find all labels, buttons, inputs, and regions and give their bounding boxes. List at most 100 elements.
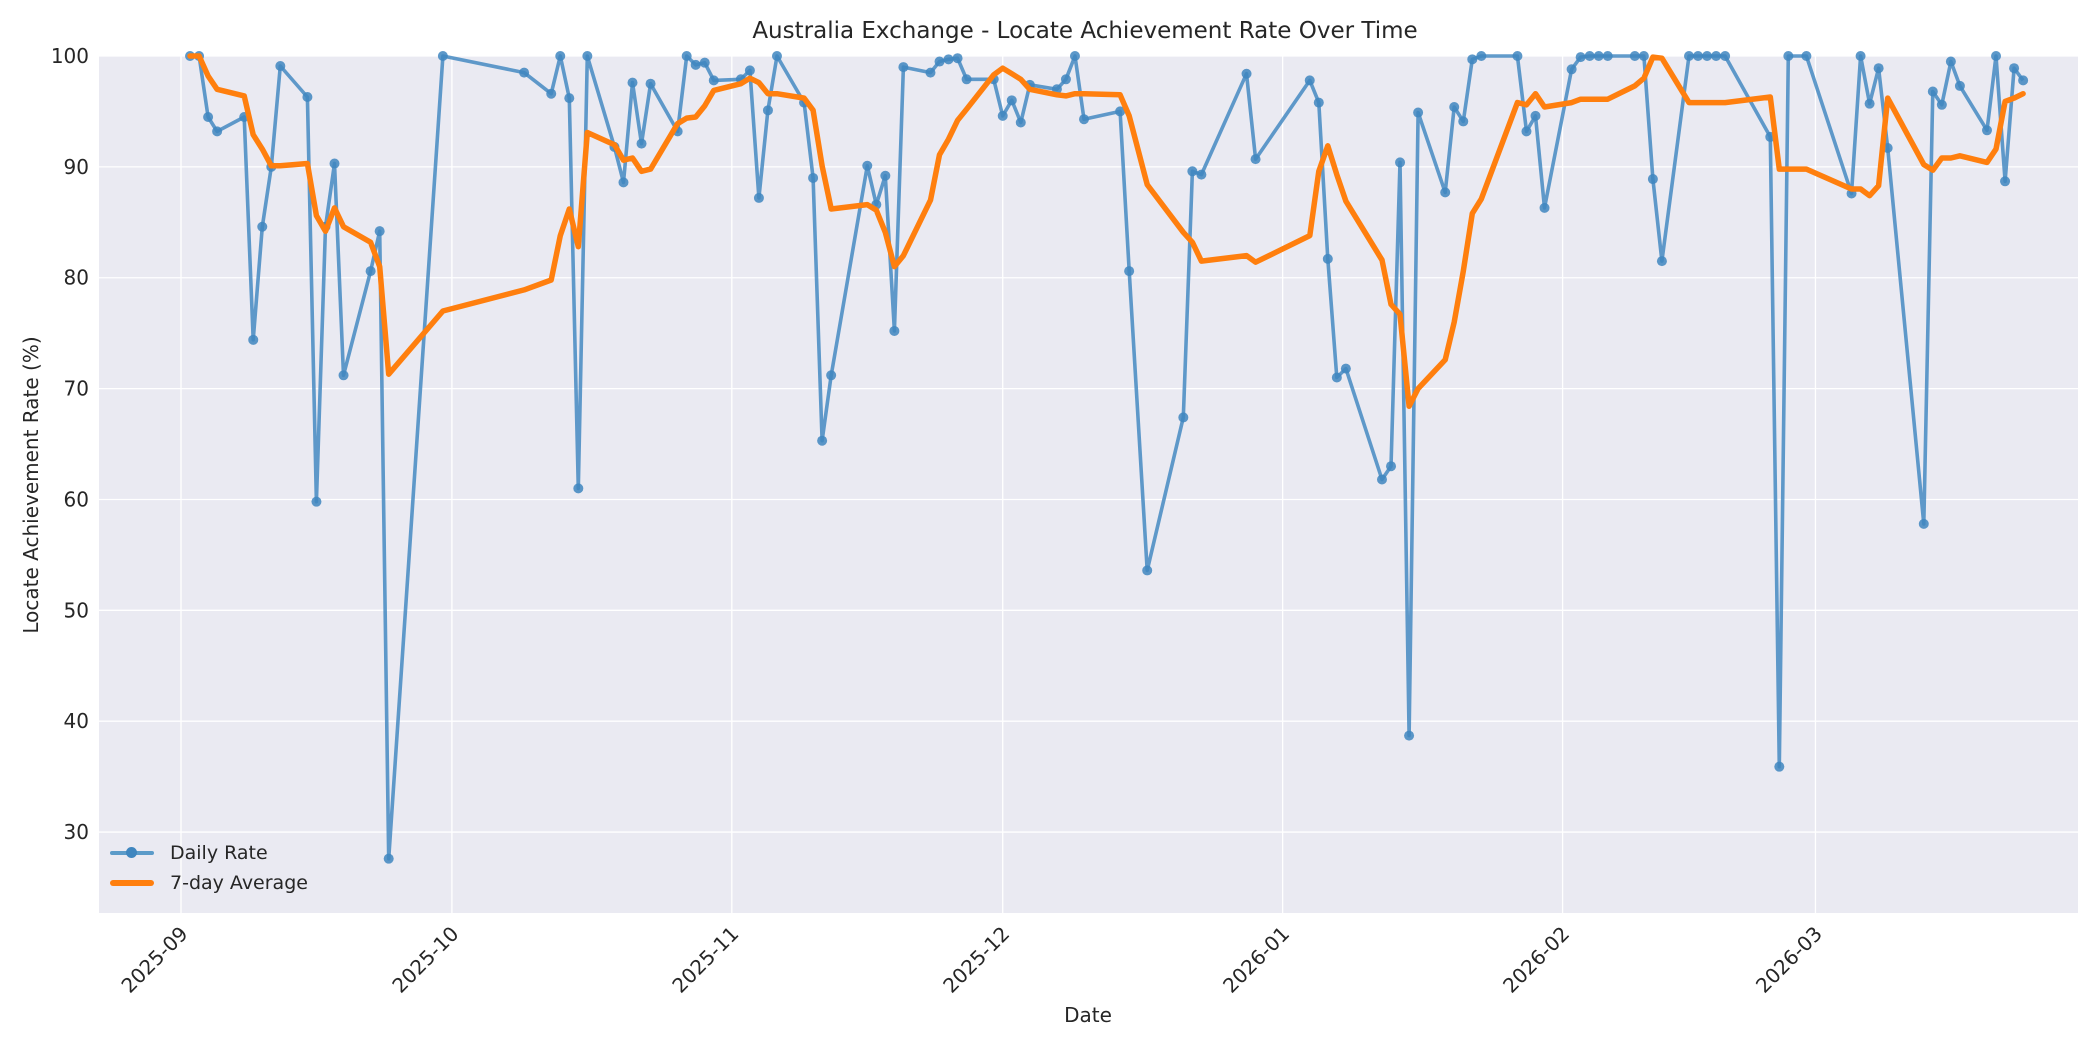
daily-rate-marker — [627, 77, 638, 88]
daily-rate-marker — [898, 62, 909, 73]
daily-rate-marker — [1340, 363, 1351, 374]
daily-rate-marker — [808, 172, 819, 183]
legend-item-daily-rate: Daily Rate — [108, 838, 308, 868]
daily-rate-marker — [437, 51, 448, 61]
x-axis-label: Date — [1064, 1003, 1112, 1027]
daily-rate-marker — [1395, 157, 1406, 168]
daily-rate-marker — [925, 67, 936, 78]
daily-rate-marker — [1584, 51, 1595, 61]
daily-rate-marker — [771, 51, 782, 61]
y-tick-label: 70 — [64, 377, 89, 401]
daily-rate-marker — [1115, 106, 1126, 117]
daily-rate-marker — [329, 158, 340, 169]
daily-rate-marker — [1476, 51, 1487, 61]
daily-rate-marker — [744, 65, 755, 76]
daily-rate-marker — [582, 51, 593, 61]
y-tick-label: 80 — [64, 266, 89, 290]
daily-rate-marker — [1015, 117, 1026, 128]
daily-rate-marker — [708, 75, 719, 86]
daily-rate-marker — [1566, 64, 1577, 75]
daily-rate-marker — [880, 170, 891, 181]
legend-label: Daily Rate — [170, 842, 268, 864]
daily-rate-marker — [374, 226, 385, 237]
daily-rate-marker — [1855, 51, 1866, 61]
x-tick-label: 2025-09 — [116, 922, 192, 998]
x-tick-label: 2025-11 — [667, 922, 743, 998]
daily-rate-marker — [1250, 154, 1261, 165]
daily-rate-marker — [826, 370, 837, 381]
daily-rate-marker — [1376, 474, 1387, 485]
x-tick-label: 2026-02 — [1498, 922, 1574, 998]
y-tick-label: 60 — [64, 487, 89, 511]
daily-rate-marker — [302, 92, 313, 103]
plot-background — [99, 56, 2078, 913]
y-tick-label: 90 — [64, 155, 89, 179]
legend: Daily Rate 7-day Average — [108, 838, 308, 898]
daily-rate-marker — [1440, 187, 1451, 198]
daily-rate-marker — [681, 51, 692, 61]
daily-rate-marker — [1593, 51, 1604, 61]
daily-rate-marker — [519, 67, 530, 78]
daily-rate-marker — [997, 110, 1008, 121]
y-axis-label: Locate Achievement Rate (%) — [19, 336, 43, 633]
y-axis-ticks: 30 40 50 60 70 80 90 100 — [51, 44, 89, 844]
chart-title: Australia Exchange - Locate Achievement … — [752, 18, 1418, 44]
y-tick-label: 100 — [51, 44, 89, 68]
daily-rate-marker — [862, 160, 873, 171]
daily-rate-marker — [1711, 51, 1722, 61]
daily-rate-marker — [1954, 80, 1965, 91]
daily-rate-marker — [338, 370, 349, 381]
daily-rate-marker — [1927, 86, 1938, 97]
daily-rate-marker — [1873, 63, 1884, 74]
daily-rate-marker — [1079, 114, 1089, 125]
daily-rate-marker — [690, 59, 701, 70]
daily-rate-marker — [1530, 110, 1541, 121]
daily-rate-marker — [1783, 51, 1794, 61]
legend-label: 7-day Average — [170, 872, 308, 894]
daily-rate-marker — [889, 325, 900, 336]
daily-rate-marker — [1602, 51, 1613, 61]
daily-rate-marker — [1322, 253, 1333, 264]
seven-day-average-line — [187, 53, 2026, 410]
daily-rate-marker — [212, 126, 223, 137]
daily-rate-marker — [1006, 95, 1017, 106]
daily-rate-marker — [1069, 51, 1080, 61]
x-tick-label: 2025-10 — [387, 922, 463, 998]
line-icon — [108, 873, 156, 893]
daily-rate-marker — [636, 138, 647, 149]
daily-rate-marker — [1241, 68, 1252, 79]
daily-rate-marker — [1945, 56, 1956, 67]
x-axis-ticks: 2025-09 2025-10 2025-11 2025-12 2026-01 2026-… — [116, 922, 1826, 998]
daily-rate-marker — [1774, 761, 1785, 772]
daily-rate-marker — [753, 192, 764, 203]
daily-rate-marker — [762, 105, 773, 116]
daily-rate-marker — [1656, 256, 1667, 267]
daily-rate-marker — [934, 56, 945, 67]
daily-rate-marker — [1458, 116, 1469, 127]
daily-rate-marker — [248, 334, 259, 345]
daily-rate-marker — [573, 483, 584, 494]
daily-rate-marker — [275, 60, 286, 71]
daily-rate-marker — [1720, 51, 1731, 61]
y-tick-label: 40 — [64, 709, 89, 733]
daily-rate-marker — [1467, 54, 1478, 65]
daily-rate-marker — [1801, 51, 1812, 61]
daily-rate-marker — [546, 88, 557, 99]
daily-rate-marker — [2009, 63, 2020, 74]
x-tick-label: 2025-12 — [938, 922, 1014, 998]
daily-rate-marker — [943, 54, 954, 65]
daily-rate-marker — [203, 111, 214, 122]
daily-rate-marker — [383, 853, 394, 864]
daily-rate-marker — [311, 496, 322, 507]
daily-rate-marker — [555, 51, 566, 61]
daily-rate-marker — [1521, 126, 1532, 137]
daily-rate-marker — [1404, 730, 1415, 741]
daily-rate-marker — [699, 57, 710, 68]
daily-rate-marker — [1638, 51, 1649, 61]
daily-rate-marker — [1982, 125, 1992, 136]
daily-rate-marker — [1684, 51, 1695, 61]
daily-rate-marker — [618, 177, 629, 188]
daily-rate-marker — [1060, 74, 1071, 85]
daily-rate-marker — [961, 74, 972, 85]
daily-rate-marker — [2018, 75, 2029, 86]
